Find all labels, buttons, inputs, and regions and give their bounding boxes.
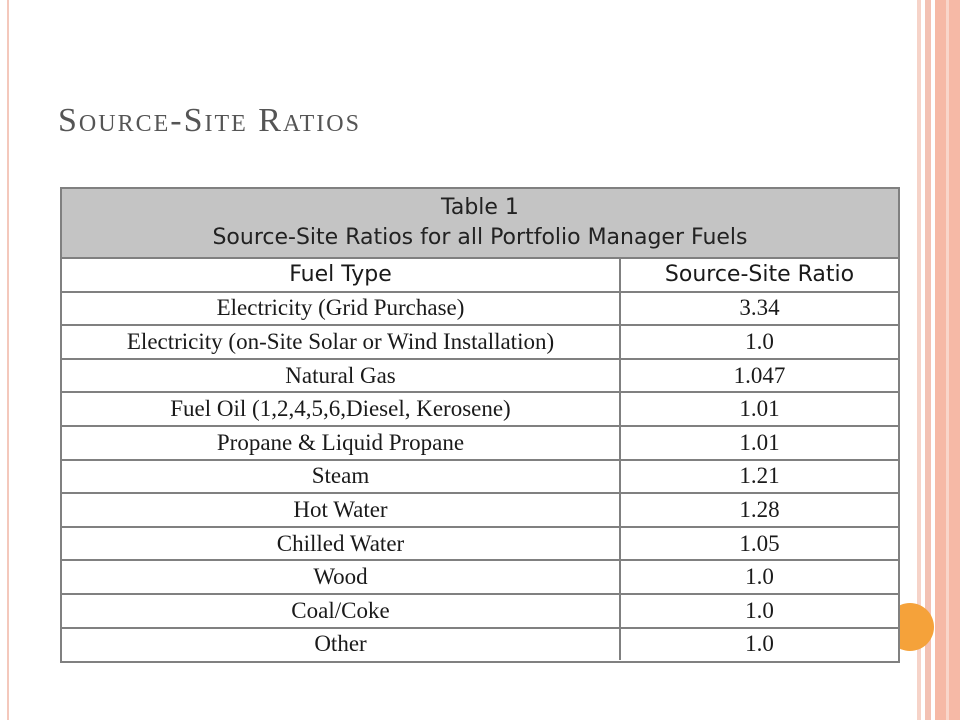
table-caption-title: Source-Site Ratios for all Portfolio Man… <box>212 225 748 250</box>
table-row: Wood 1.0 <box>62 559 898 595</box>
ratio-cell: 1.01 <box>619 424 898 461</box>
table-caption-number: Table 1 <box>441 195 519 220</box>
table-row: Steam 1.21 <box>62 458 898 495</box>
ratio-cell: 1.0 <box>619 626 898 661</box>
fuel-type-cell: Electricity (on-Site Solar or Wind Insta… <box>62 324 621 360</box>
ratio-cell: 3.34 <box>619 290 898 327</box>
fuel-type-cell: Other <box>62 626 621 661</box>
fuel-type-cell: Wood <box>62 559 621 595</box>
ratio-cell: 1.0 <box>619 559 898 595</box>
fuel-type-cell: Electricity (Grid Purchase) <box>62 290 621 327</box>
table-row: Chilled Water 1.05 <box>62 525 898 562</box>
left-border-line <box>7 0 9 720</box>
table-row: Hot Water 1.28 <box>62 492 898 528</box>
fuel-type-cell: Coal/Coke <box>62 592 621 629</box>
table-row: Other 1.0 <box>62 626 898 661</box>
fuel-type-cell: Propane & Liquid Propane <box>62 424 621 461</box>
fuel-type-cell: Natural Gas <box>62 357 621 394</box>
table-row: Coal/Coke 1.0 <box>62 592 898 629</box>
fuel-type-cell: Fuel Oil (1,2,4,5,6,Diesel, Kerosene) <box>62 391 621 427</box>
decorative-stripe <box>946 0 949 720</box>
fuel-type-cell: Hot Water <box>62 492 621 528</box>
table-row: Electricity (on-Site Solar or Wind Insta… <box>62 324 898 360</box>
slide-title: Source-Site Ratios <box>58 102 361 139</box>
column-header-ratio: Source-Site Ratio <box>619 259 898 293</box>
table-caption: Table 1 Source-Site Ratios for all Portf… <box>62 189 898 259</box>
ratio-cell: 1.28 <box>619 492 898 528</box>
fuel-type-cell: Chilled Water <box>62 525 621 562</box>
fuel-ratio-table: Table 1 Source-Site Ratios for all Portf… <box>60 187 900 663</box>
ratio-cell: 1.05 <box>619 525 898 562</box>
decorative-stripe <box>925 0 931 720</box>
table-row: Propane & Liquid Propane 1.01 <box>62 424 898 461</box>
table-row: Natural Gas 1.047 <box>62 357 898 394</box>
ratio-cell: 1.01 <box>619 391 898 427</box>
table-header-row: Fuel Type Source-Site Ratio <box>62 259 898 293</box>
ratio-cell: 1.0 <box>619 324 898 360</box>
column-header-fuel-type: Fuel Type <box>62 259 621 293</box>
fuel-type-cell: Steam <box>62 458 621 495</box>
table-row: Fuel Oil (1,2,4,5,6,Diesel, Kerosene) 1.… <box>62 391 898 427</box>
ratio-cell: 1.21 <box>619 458 898 495</box>
decorative-stripe <box>917 0 921 720</box>
ratio-cell: 1.047 <box>619 357 898 394</box>
fuel-table-grid: Fuel Type Source-Site Ratio Electricity … <box>62 259 898 661</box>
ratio-cell: 1.0 <box>619 592 898 629</box>
table-row: Electricity (Grid Purchase) 3.34 <box>62 290 898 327</box>
